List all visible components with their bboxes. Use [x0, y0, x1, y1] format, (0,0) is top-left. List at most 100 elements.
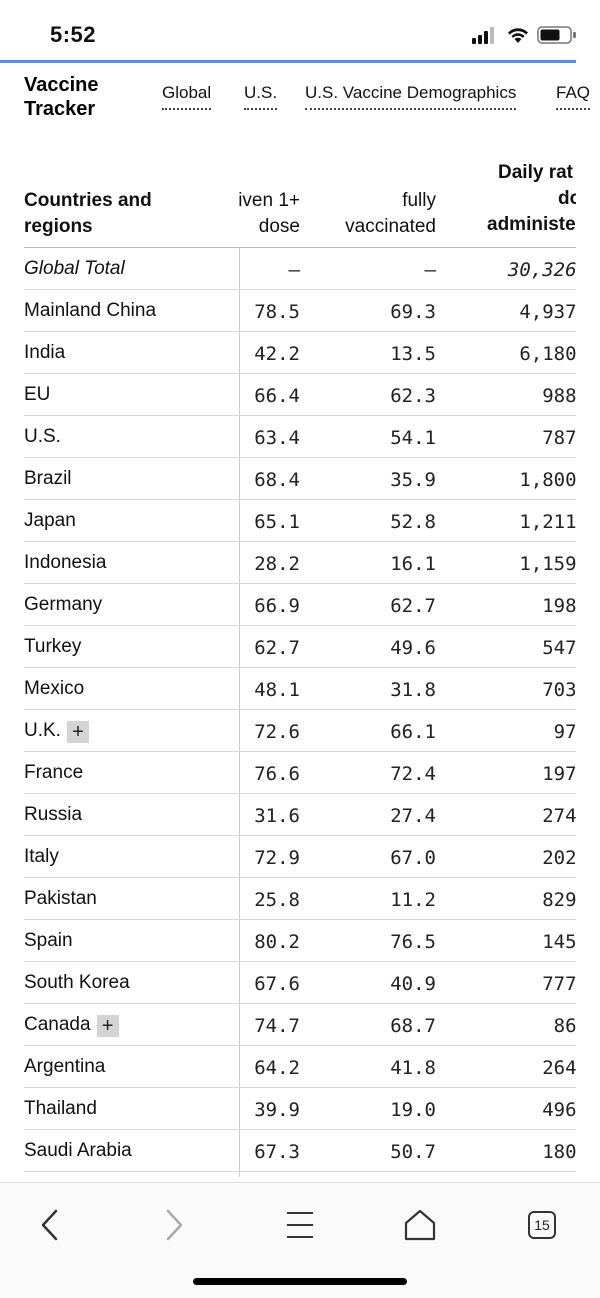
daily-rate-value: 1,159, — [519, 553, 576, 575]
dose1-value: 39.9 — [254, 1099, 300, 1121]
site-title-line1: Vaccine — [24, 74, 99, 96]
status-time: 5:52 — [50, 22, 97, 47]
back-icon — [41, 1209, 58, 1241]
dose1-value: 66.4 — [254, 385, 300, 407]
table-row[interactable]: Brazil 68.4 35.9 1,800, — [24, 458, 576, 500]
table-row[interactable]: U.S. 63.4 54.1 787, — [24, 416, 576, 458]
country-label: U.S. — [24, 426, 61, 447]
tabs-button[interactable]: 15 — [520, 1203, 564, 1247]
table-row[interactable]: Indonesia 28.2 16.1 1,159, — [24, 542, 576, 584]
table-row[interactable]: Spain 80.2 76.5 145, — [24, 920, 576, 962]
nav-link-global[interactable]: Global — [162, 82, 212, 110]
table-row[interactable]: South Korea 67.6 40.9 777, — [24, 962, 576, 1004]
home-icon — [404, 1209, 436, 1241]
country-name: U.S. — [24, 424, 61, 450]
table-row[interactable]: Germany 66.9 62.7 198, — [24, 584, 576, 626]
table-row[interactable]: EU 66.4 62.3 988, — [24, 374, 576, 416]
fully-value: 16.1 — [390, 553, 436, 575]
header-countries-regions[interactable]: Countries and regions — [24, 190, 152, 237]
nav-link-us[interactable]: U.S. — [244, 82, 278, 110]
daily-rate-value: 97, — [553, 721, 576, 743]
header-given-1-dose[interactable]: iven 1+ dose — [238, 190, 300, 237]
country-label: Mainland China — [24, 300, 157, 321]
expand-plus-icon[interactable]: + — [96, 1015, 119, 1037]
dose1-value: 65.1 — [254, 511, 300, 533]
forward-button[interactable] — [152, 1203, 196, 1247]
country-name: Global Total — [24, 256, 125, 282]
home-indicator[interactable] — [193, 1278, 407, 1285]
dose1-value: 72.6 — [254, 721, 300, 743]
fully-value: 62.7 — [390, 595, 436, 617]
country-label: India — [24, 342, 66, 363]
expand-plus-icon[interactable]: + — [66, 721, 89, 743]
table-row[interactable]: Thailand 39.9 19.0 496, — [24, 1088, 576, 1130]
menu-button[interactable] — [278, 1203, 322, 1247]
country-label: Brazil — [24, 468, 72, 489]
table-row[interactable]: Saudi Arabia 67.3 50.7 180, — [24, 1130, 576, 1172]
daily-rate-value: 787, — [542, 427, 576, 449]
table-row[interactable]: Italy 72.9 67.0 202, — [24, 836, 576, 878]
header-fully-vaccinated[interactable]: fully vaccinated — [345, 190, 436, 237]
dose1-value: – — [288, 259, 300, 281]
country-name: Turkey — [24, 634, 81, 660]
table-row[interactable]: Turkey 62.7 49.6 547, — [24, 626, 576, 668]
table-row[interactable]: India 42.2 13.5 6,180, — [24, 332, 576, 374]
fully-value: 27.4 — [390, 805, 436, 827]
country-name: Mexico — [24, 676, 84, 702]
nav-link-faq[interactable]: FAQ — [556, 82, 591, 110]
country-label: Canada — [24, 1014, 91, 1035]
back-button[interactable] — [28, 1203, 72, 1247]
site-title[interactable]: Vaccine Tracker — [24, 73, 99, 121]
fully-value: 31.8 — [390, 679, 436, 701]
fully-value: 54.1 — [390, 427, 436, 449]
daily-rate-value: 703, — [542, 679, 576, 701]
daily-rate-value: 988, — [542, 385, 576, 407]
forward-icon — [166, 1209, 183, 1241]
dose1-value: 76.6 — [254, 763, 300, 785]
daily-rate-value: 496, — [542, 1099, 576, 1121]
daily-rate-value: 197, — [542, 763, 576, 785]
table-row[interactable]: Mexico 48.1 31.8 703, — [24, 668, 576, 710]
fully-value: 40.9 — [390, 973, 436, 995]
country-label: Italy — [24, 846, 59, 867]
table-row[interactable]: Russia 31.6 27.4 274, — [24, 794, 576, 836]
dose1-value: 48.1 — [254, 679, 300, 701]
daily-rate-value: 6,180, — [519, 343, 576, 365]
dose1-value: 78.5 — [254, 301, 300, 323]
country-label: Argentina — [24, 1056, 106, 1077]
country-label: U.K. — [24, 720, 61, 741]
country-label: Saudi Arabia — [24, 1140, 132, 1161]
fully-value: 41.8 — [390, 1057, 436, 1079]
dose1-value: 74.7 — [254, 1015, 300, 1037]
country-label: Japan — [24, 510, 76, 531]
table-row[interactable]: Japan 65.1 52.8 1,211, — [24, 500, 576, 542]
table-row[interactable]: Global Total – – 30,326, — [24, 248, 576, 290]
home-button[interactable] — [398, 1203, 442, 1247]
table-row[interactable]: Canada+74.768.786, — [24, 1004, 576, 1046]
table-row[interactable]: Mainland China 78.5 69.3 4,937, — [24, 290, 576, 332]
table-row[interactable]: France 76.6 72.4 197, — [24, 752, 576, 794]
nav-link-us-vaccine-demographics[interactable]: U.S. Vaccine Demographics — [305, 82, 517, 110]
dose1-value: 72.9 — [254, 847, 300, 869]
table-row[interactable]: Pakistan 25.8 11.2 829, — [24, 878, 576, 920]
dose1-value: 63.4 — [254, 427, 300, 449]
dose1-value: 42.2 — [254, 343, 300, 365]
status-bar: 5:52 — [0, 0, 600, 62]
country-name: Russia — [24, 802, 82, 828]
country-name: India — [24, 340, 65, 366]
country-label: France — [24, 762, 84, 783]
daily-rate-value: 180, — [542, 1141, 576, 1163]
table-row[interactable]: Argentina 64.2 41.8 264, — [24, 1046, 576, 1088]
daily-rate-value: 86, — [553, 1015, 576, 1037]
menu-icon — [287, 1212, 313, 1238]
table-row[interactable]: U.K.+72.666.197, — [24, 710, 576, 752]
vaccine-table[interactable]: Countries and regions iven 1+ dose fully… — [0, 150, 576, 1180]
country-name: Canada + — [24, 1012, 119, 1038]
country-label: Global Total — [24, 258, 125, 279]
fully-value: 69.3 — [390, 301, 436, 323]
country-name: Mainland China — [24, 298, 156, 324]
country-name: U.K. + — [24, 718, 89, 744]
cellular-signal-icon — [472, 27, 494, 44]
country-label: Turkey — [24, 636, 82, 657]
header-daily-rate-doses-administered[interactable]: Daily rat do administe — [487, 162, 576, 235]
